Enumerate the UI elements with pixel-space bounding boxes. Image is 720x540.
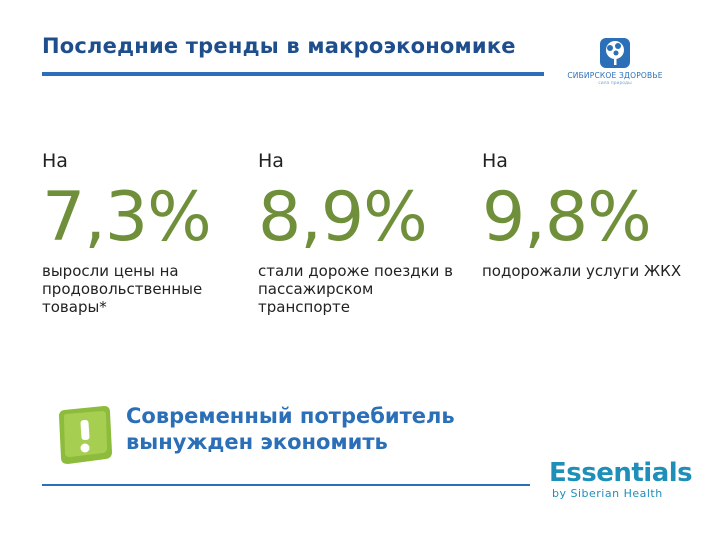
essentials-logo: Essentials xyxy=(549,458,693,488)
title-divider xyxy=(42,72,544,76)
stat-transport: На 8,9% стали дороже поездки в пассажирс… xyxy=(258,150,468,316)
bottom-divider xyxy=(42,484,530,486)
stat-description: стали дороже поездки в пассажирском тран… xyxy=(258,262,454,316)
stat-prefix: На xyxy=(482,150,508,172)
brand-logo: СИБИРСКОЕ ЗДОРОВЬЕ сила природы xyxy=(560,36,670,92)
stat-description: выросли цены на продовольственные товары… xyxy=(42,262,203,316)
callout-line-1: Современный потребитель xyxy=(126,404,455,428)
stat-prefix: На xyxy=(258,150,284,172)
stat-value: 7,3% xyxy=(42,178,212,257)
stat-value: 8,9% xyxy=(258,178,428,257)
exclamation-icon xyxy=(56,404,114,466)
brand-logo-text: СИБИРСКОЕ ЗДОРОВЬЕ xyxy=(567,71,663,80)
essentials-subtitle: by Siberian Health xyxy=(552,487,663,500)
page-title: Последние тренды в макроэкономике xyxy=(42,34,516,58)
brand-logo-subtext: сила природы xyxy=(598,81,632,86)
stat-food: На 7,3% выросли цены на продовольственны… xyxy=(42,150,232,316)
callout-text: Современный потребитель вынужден экономи… xyxy=(126,403,455,455)
stat-value: 9,8% xyxy=(482,178,652,257)
stat-utilities: На 9,8% подорожали услуги ЖКХ xyxy=(482,150,712,280)
stat-prefix: На xyxy=(42,150,68,172)
callout-line-2: вынужден экономить xyxy=(126,430,388,454)
tree-logo-icon xyxy=(600,38,630,68)
stat-description: подорожали услуги ЖКХ xyxy=(482,262,682,280)
